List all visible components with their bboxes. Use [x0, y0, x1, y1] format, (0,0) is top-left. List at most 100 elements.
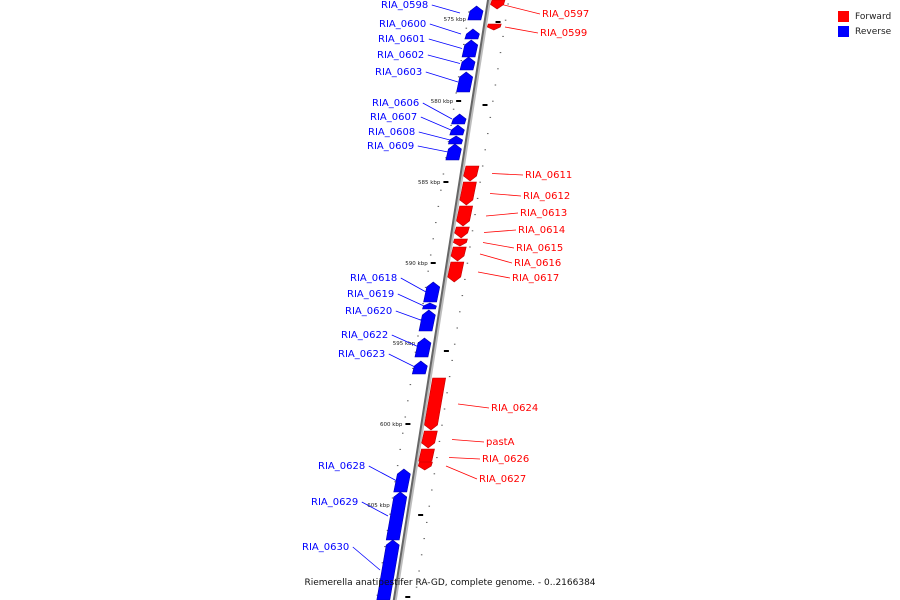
- gene-arrow: [456, 71, 474, 93]
- map-caption: Riemerella anatipestifer RA-GD, complete…: [304, 578, 596, 588]
- gene-ria_0614: RIA_0614: [454, 225, 565, 239]
- leader-line: [429, 23, 462, 35]
- gene-ria_0603: RIA_0603: [375, 67, 474, 93]
- leader-line: [451, 439, 485, 443]
- gene-arrow: [414, 337, 432, 358]
- kbp-tick-label: 580 kbp: [431, 99, 454, 105]
- legend-label-reverse: Reverse: [855, 26, 892, 37]
- leader-line: [425, 71, 459, 83]
- gene-ria_0608: RIA_0608: [368, 127, 464, 145]
- gene-label: RIA_0603: [375, 67, 422, 78]
- leader-line: [491, 173, 524, 176]
- gene-ria_0611: RIA_0611: [463, 165, 572, 182]
- gene-arrow: [464, 28, 480, 40]
- gene-ria_0598: RIA_0598: [381, 0, 484, 21]
- gene-arrow: [421, 430, 438, 449]
- gene-label: RIA_0623: [338, 349, 385, 360]
- leader-line: [388, 353, 417, 368]
- leader-line: [418, 131, 451, 141]
- gene-arrow: [417, 461, 433, 471]
- gene-label: RIA_0608: [368, 127, 415, 138]
- gene-arrow: [424, 377, 447, 431]
- leader-line: [428, 38, 463, 49]
- leader-line: [479, 253, 513, 264]
- gene-label: RIA_0617: [512, 273, 559, 284]
- gene-label: pastA: [486, 437, 515, 448]
- gene-arrow: [422, 302, 437, 310]
- gene-ria_0628: RIA_0628: [318, 461, 411, 493]
- gene-ria_0627: RIA_0627: [417, 461, 526, 485]
- gene-label: RIA_0606: [372, 98, 419, 109]
- leader-line: [395, 310, 423, 321]
- gene-arrow: [450, 246, 467, 262]
- kbp-tick-label: 600 kbp: [380, 422, 403, 428]
- gene-arrow: [459, 56, 476, 71]
- backbone-shadow: [393, 0, 492, 600]
- gene-label: RIA_0612: [523, 191, 570, 202]
- gene-pasta: pastA: [421, 430, 515, 449]
- legend-item-reverse: Reverse: [838, 24, 891, 39]
- leader-line: [457, 403, 490, 409]
- leader-line: [422, 102, 453, 120]
- gene-ria_0624: RIA_0624: [424, 377, 538, 431]
- leader-line: [391, 334, 421, 348]
- gene-ria_0626: RIA_0626: [418, 448, 529, 467]
- leader-line: [448, 457, 481, 460]
- leader-line: [400, 277, 427, 293]
- leader-line: [420, 116, 452, 131]
- kbp-tick-label: 590 kbp: [405, 261, 428, 267]
- gene-label: RIA_0622: [341, 330, 388, 341]
- kbp-tick-label: 595 kbp: [393, 341, 416, 347]
- gene-arrow: [454, 226, 470, 239]
- gene-label: RIA_0598: [381, 0, 428, 11]
- gene-label: RIA_0613: [520, 208, 567, 219]
- gene-ria_0602: RIA_0602: [377, 50, 476, 71]
- leader-line: [504, 26, 539, 34]
- gene-ria_0629: RIA_0629: [311, 491, 408, 541]
- gene-arrow: [451, 113, 467, 125]
- gene-ria_0606: RIA_0606: [372, 98, 467, 125]
- reverse-swatch: [838, 26, 849, 37]
- gene-ria_0616: RIA_0616: [450, 246, 561, 269]
- gene-ria_0620: RIA_0620: [345, 306, 436, 332]
- gene-label: RIA_0628: [318, 461, 365, 472]
- gene-arrow: [459, 181, 477, 206]
- gene-label: RIA_0618: [350, 273, 397, 284]
- gene-ria_0597: RIA_0597: [490, 0, 589, 20]
- backbone: [392, 0, 492, 600]
- forward-swatch: [838, 11, 849, 22]
- gene-arrow: [467, 5, 484, 21]
- gene-arrow: [461, 39, 479, 58]
- legend: Forward Reverse: [838, 9, 891, 39]
- gene-label: RIA_0615: [516, 243, 563, 254]
- gene-ria_0615: RIA_0615: [453, 238, 563, 254]
- gene-ria_0617: RIA_0617: [447, 261, 559, 284]
- leader-line: [482, 242, 515, 249]
- leader-line: [431, 4, 461, 14]
- leader-line: [417, 145, 449, 153]
- ticks: 575 kbp 580 kbp 585 kbp 590 kbp 595 kbp 600 k…: [367, 3, 509, 598]
- gene-arrow: [418, 309, 436, 332]
- kbp-tick-label: 605 kbp: [367, 503, 390, 509]
- leader-line: [477, 271, 511, 279]
- gene-label: RIA_0609: [367, 141, 414, 152]
- kbp-tick-label: 585 kbp: [418, 180, 441, 186]
- kbp-tick-label: 575 kbp: [444, 17, 467, 23]
- gene-ria_0619: RIA_0619: [347, 289, 437, 310]
- gene-label: RIA_0630: [302, 542, 349, 553]
- gene-arrow: [463, 165, 480, 182]
- leader-line: [361, 501, 389, 517]
- gene-label: RIA_0599: [540, 28, 587, 39]
- gene-arrow: [456, 205, 474, 227]
- gene-arrow: [486, 23, 502, 31]
- gene-arrow: [393, 468, 411, 493]
- gene-arrow: [449, 124, 465, 136]
- legend-item-forward: Forward: [838, 9, 891, 24]
- gene-label: RIA_0607: [370, 112, 417, 123]
- gene-arrow: [447, 135, 464, 145]
- gene-label: RIA_0616: [514, 258, 561, 269]
- gene-arrow: [490, 0, 506, 10]
- leader-line: [489, 193, 522, 197]
- leader-line: [483, 229, 517, 233]
